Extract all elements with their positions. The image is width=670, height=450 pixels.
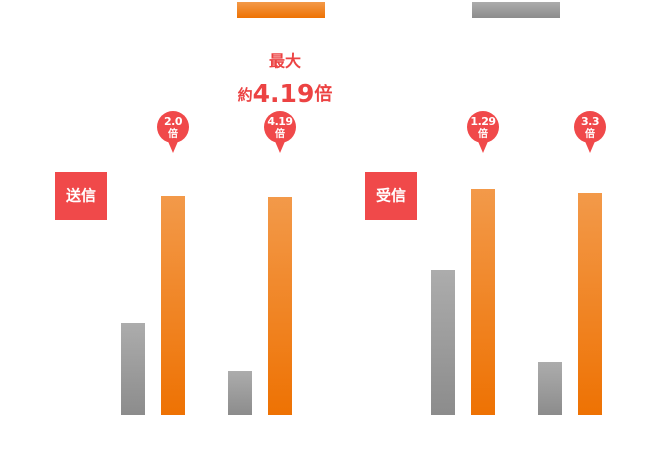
headline-prefix: 約 [238, 86, 253, 104]
bar [121, 323, 145, 415]
legend-swatch [237, 2, 325, 18]
bar [538, 362, 562, 415]
legend-swatch [472, 2, 560, 18]
headline: 約4.19倍 [238, 79, 333, 108]
callout-bubble [467, 111, 499, 143]
bar [228, 371, 252, 415]
panel-label: 受信 [376, 187, 406, 205]
callout-bubble [574, 111, 606, 143]
callout-unit: 倍 [168, 127, 178, 140]
bar [471, 189, 495, 415]
callout-unit: 倍 [275, 127, 285, 140]
callout-value: 2.0 [164, 115, 183, 128]
callout-value: 4.19 [267, 115, 292, 128]
bar [578, 193, 602, 415]
bar [161, 196, 185, 415]
callout-value: 1.29 [470, 115, 495, 128]
callout-bubble [264, 111, 296, 143]
panel-label-box [55, 172, 107, 220]
callout-bubble [157, 111, 189, 143]
callout-unit: 倍 [585, 127, 595, 140]
panel-label: 送信 [65, 187, 96, 205]
headline-suffix: 倍 [314, 83, 332, 105]
bar [431, 270, 455, 415]
panel-label-box [365, 172, 417, 220]
bar [268, 197, 292, 415]
callout-unit: 倍 [478, 127, 488, 140]
headline-value: 4.19 [253, 79, 315, 108]
headline-title: 最大 [269, 52, 301, 71]
callout-value: 3.3 [581, 115, 599, 128]
